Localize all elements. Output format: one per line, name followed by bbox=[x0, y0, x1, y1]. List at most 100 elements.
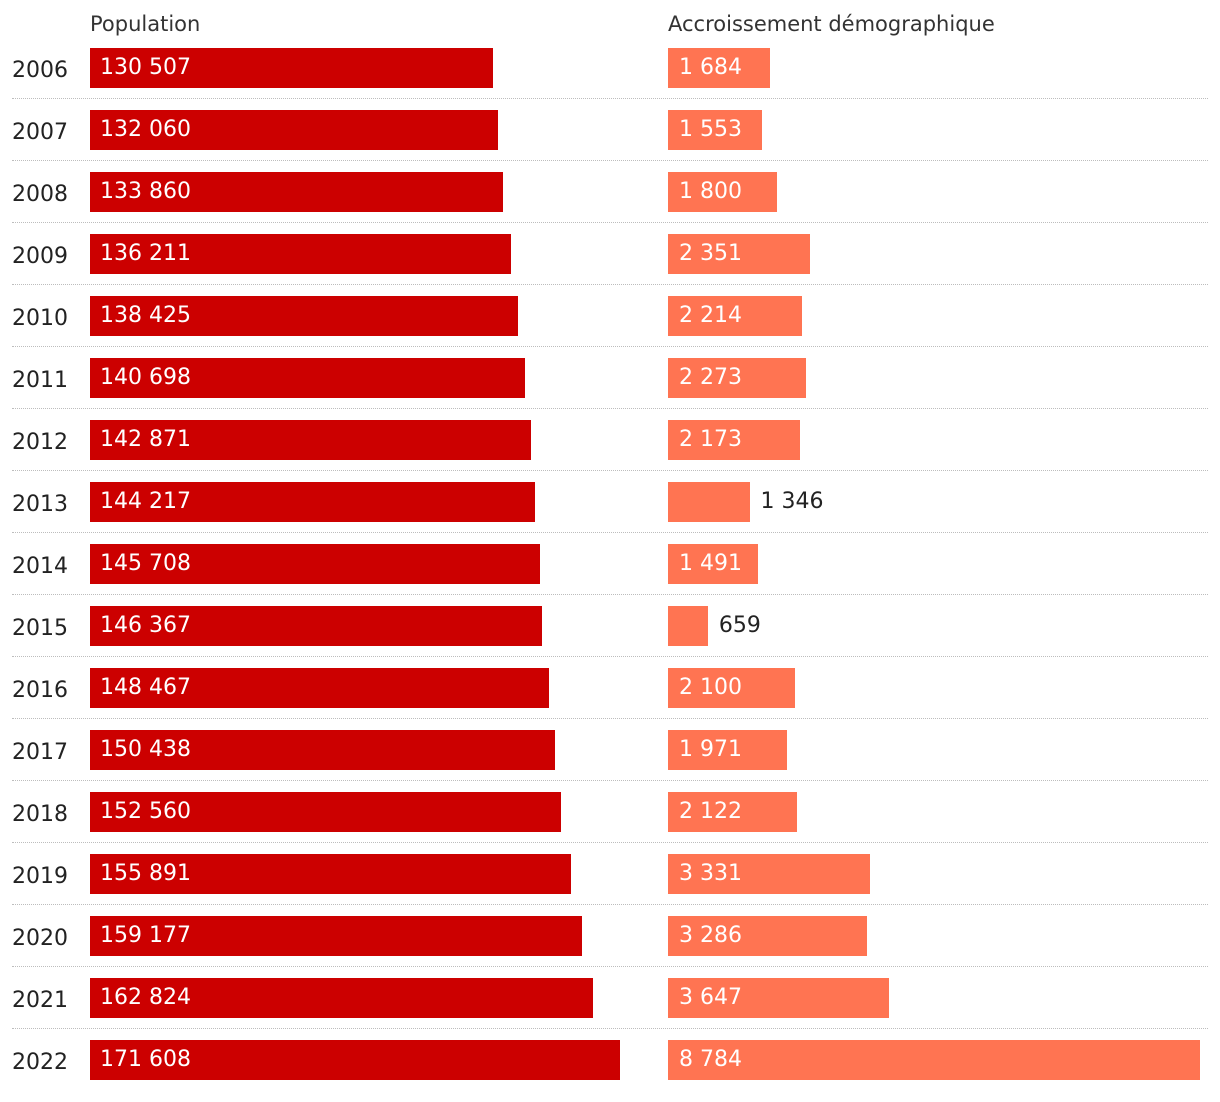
row-separator bbox=[12, 1028, 1208, 1029]
growth-value-label: 1 800 bbox=[679, 179, 742, 204]
growth-value-label: 2 100 bbox=[679, 675, 742, 700]
year-label: 2007 bbox=[12, 120, 68, 145]
population-bar bbox=[90, 172, 504, 212]
population-value-label: 130 507 bbox=[100, 55, 191, 80]
population-value-label: 159 177 bbox=[100, 923, 191, 948]
population-bar bbox=[90, 1040, 620, 1080]
population-value-label: 142 871 bbox=[100, 427, 191, 452]
row-separator bbox=[12, 346, 1208, 347]
table-row: 2018 152 560 2 122 bbox=[0, 792, 1220, 854]
year-label: 2018 bbox=[12, 802, 68, 827]
population-value-label: 133 860 bbox=[100, 179, 191, 204]
population-bar bbox=[90, 420, 532, 460]
table-row: 2010 138 425 2 214 bbox=[0, 296, 1220, 358]
year-label: 2017 bbox=[12, 740, 68, 765]
population-bar bbox=[90, 606, 543, 646]
growth-value-label: 1 971 bbox=[679, 737, 742, 762]
growth-column-header: Accroissement démographique bbox=[668, 12, 995, 36]
growth-bar bbox=[668, 730, 788, 770]
row-separator bbox=[12, 284, 1208, 285]
row-separator bbox=[12, 656, 1208, 657]
growth-bar bbox=[668, 234, 811, 274]
population-bar bbox=[90, 48, 494, 88]
row-separator bbox=[12, 470, 1208, 471]
row-separator bbox=[12, 966, 1208, 967]
year-label: 2015 bbox=[12, 616, 68, 641]
growth-bar bbox=[668, 110, 763, 150]
year-label: 2021 bbox=[12, 988, 68, 1013]
growth-value-label: 1 553 bbox=[679, 117, 742, 142]
population-value-label: 171 608 bbox=[100, 1047, 191, 1072]
table-row: 2008 133 860 1 800 bbox=[0, 172, 1220, 234]
growth-bar bbox=[668, 916, 867, 956]
growth-bar bbox=[668, 48, 770, 88]
population-bar bbox=[90, 668, 549, 708]
growth-value-label: 1 346 bbox=[760, 489, 824, 514]
growth-bar bbox=[668, 606, 708, 646]
table-row: 2021 162 824 3 647 bbox=[0, 978, 1220, 1040]
population-value-label: 155 891 bbox=[100, 861, 191, 886]
population-value-label: 150 438 bbox=[100, 737, 191, 762]
growth-bar bbox=[668, 172, 778, 212]
table-row: 2014 145 708 1 491 bbox=[0, 544, 1220, 606]
growth-bar bbox=[668, 792, 797, 832]
population-bar bbox=[90, 482, 536, 522]
row-separator bbox=[12, 594, 1208, 595]
growth-value-label: 3 331 bbox=[679, 861, 742, 886]
growth-bar bbox=[668, 978, 889, 1018]
growth-value-label: 2 273 bbox=[679, 365, 742, 390]
growth-bar bbox=[668, 482, 750, 522]
population-bar bbox=[90, 296, 518, 336]
row-separator bbox=[12, 532, 1208, 533]
table-row: 2009 136 211 2 351 bbox=[0, 234, 1220, 296]
population-value-label: 162 824 bbox=[100, 985, 191, 1010]
population-value-label: 145 708 bbox=[100, 551, 191, 576]
table-row: 2013 144 217 1 346 bbox=[0, 482, 1220, 544]
year-label: 2011 bbox=[12, 368, 68, 393]
growth-bar bbox=[668, 668, 796, 708]
year-label: 2019 bbox=[12, 864, 68, 889]
growth-value-label: 3 286 bbox=[679, 923, 742, 948]
population-bar bbox=[90, 234, 511, 274]
population-value-label: 148 467 bbox=[100, 675, 191, 700]
growth-value-label: 3 647 bbox=[679, 985, 742, 1010]
population-value-label: 138 425 bbox=[100, 303, 191, 328]
year-label: 2012 bbox=[12, 430, 68, 455]
growth-value-label: 2 214 bbox=[679, 303, 742, 328]
population-value-label: 146 367 bbox=[100, 613, 191, 638]
table-row: 2012 142 871 2 173 bbox=[0, 420, 1220, 482]
row-separator bbox=[12, 222, 1208, 223]
row-separator bbox=[12, 718, 1208, 719]
population-value-label: 132 060 bbox=[100, 117, 191, 142]
row-separator bbox=[12, 160, 1208, 161]
table-row: 2017 150 438 1 971 bbox=[0, 730, 1220, 792]
population-value-label: 136 211 bbox=[100, 241, 191, 266]
table-row: 2011 140 698 2 273 bbox=[0, 358, 1220, 420]
year-label: 2009 bbox=[12, 244, 68, 269]
population-bar bbox=[90, 916, 582, 956]
year-label: 2022 bbox=[12, 1050, 68, 1075]
row-separator bbox=[12, 904, 1208, 905]
population-bar bbox=[90, 358, 525, 398]
year-label: 2008 bbox=[12, 182, 68, 207]
growth-value-label: 2 122 bbox=[679, 799, 742, 824]
row-separator bbox=[12, 408, 1208, 409]
population-bar bbox=[90, 792, 562, 832]
growth-bar bbox=[668, 1040, 1200, 1080]
row-separator bbox=[12, 842, 1208, 843]
table-row: 2016 148 467 2 100 bbox=[0, 668, 1220, 730]
growth-value-label: 2 351 bbox=[679, 241, 742, 266]
row-separator bbox=[12, 98, 1208, 99]
year-label: 2016 bbox=[12, 678, 68, 703]
table-row: 2022 171 608 8 784 bbox=[0, 1040, 1220, 1102]
population-value-label: 144 217 bbox=[100, 489, 191, 514]
growth-bar bbox=[668, 296, 803, 336]
population-value-label: 152 560 bbox=[100, 799, 191, 824]
growth-value-label: 1 491 bbox=[679, 551, 742, 576]
table-row: 2020 159 177 3 286 bbox=[0, 916, 1220, 978]
growth-value-label: 1 684 bbox=[679, 55, 742, 80]
year-label: 2006 bbox=[12, 58, 68, 83]
population-bar bbox=[90, 110, 498, 150]
population-bar bbox=[90, 544, 540, 584]
